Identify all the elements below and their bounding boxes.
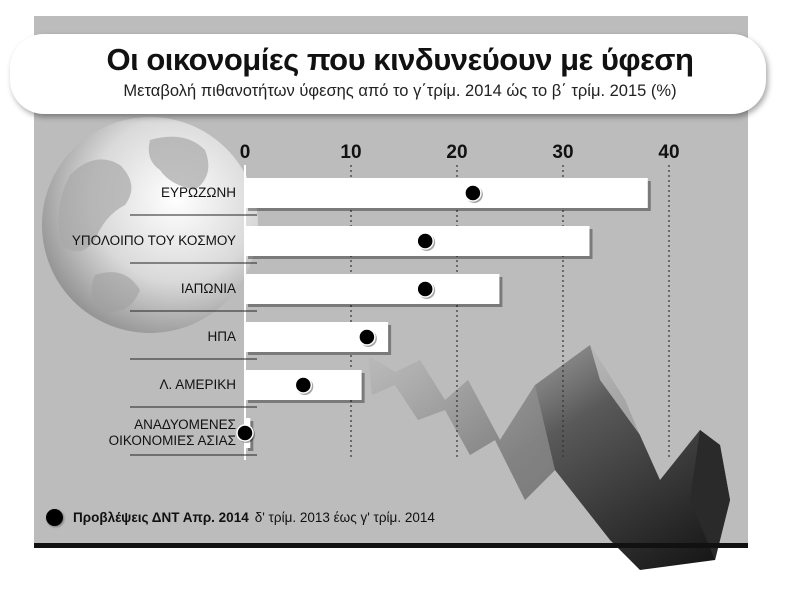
legend-bold-text: Προβλέψεις ΔΝΤ Απρ. 2014 <box>73 509 249 525</box>
bar-0 <box>245 178 648 208</box>
category-label-line: ΗΠΑ <box>207 329 236 344</box>
forecast-dot-3 <box>358 328 376 346</box>
tick-label-10: 10 <box>340 142 362 163</box>
tick-label-40: 40 <box>658 142 680 163</box>
forecast-dot-1 <box>416 232 434 250</box>
legend-period-text: δ' τρίμ. 2013 έως γ' τρίμ. 2014 <box>254 509 435 525</box>
category-label: ΑΝΑΔΥΟΜΕΝΕΣ ΟΙΚΟΝΟΜΙΕΣ ΑΣΙΑΣ <box>109 417 236 449</box>
category-label-line: Λ. ΑΜΕΡΙΚΗ <box>159 377 236 392</box>
globe-icon <box>42 117 258 333</box>
category-label: ΙΑΠΩΝΙΑ <box>181 281 236 297</box>
tick-label-0: 0 <box>239 142 251 163</box>
forecast-dot-0 <box>464 184 482 202</box>
bar-2 <box>245 274 500 304</box>
bottom-rule <box>34 543 748 548</box>
falling-arrow-icon <box>368 345 730 570</box>
category-label-line: ΙΑΠΩΝΙΑ <box>180 281 236 296</box>
chart-subtitle: Μεταβολή πιθανοτήτων ύφεσης από το γ΄τρί… <box>123 82 677 100</box>
chart-title: Οι οικονομίες που κινδυνεύουν με ύφεση <box>106 42 694 77</box>
category-label-line: ΟΙΚΟΝΟΜΙΕΣ ΑΣΙΑΣ <box>108 433 236 448</box>
category-label-line: ΑΝΑΔΥΟΜΕΝΕΣ <box>134 417 236 432</box>
forecast-dot-5 <box>236 424 254 442</box>
tick-label-30: 30 <box>552 142 574 163</box>
category-label-line: ΕΥΡΩΖΩΝΗ <box>161 185 236 200</box>
category-label: ΥΠΟΛΟΙΠΟ ΤΟΥ ΚΟΣΜΟΥ <box>72 233 236 249</box>
category-label: ΗΠΑ <box>207 329 236 345</box>
category-label-line: ΥΠΟΛΟΙΠΟ ΤΟΥ ΚΟΣΜΟΥ <box>71 233 236 248</box>
legend: Προβλέψεις ΔΝΤ Απρ. 2014 δ' τρίμ. 2013 έ… <box>46 507 435 527</box>
forecast-dot-4 <box>294 376 313 394</box>
category-label: Λ. ΑΜΕΡΙΚΗ <box>159 377 236 393</box>
legend-dot-icon <box>46 508 63 526</box>
tick-label-20: 20 <box>446 142 468 163</box>
title-box <box>10 34 766 114</box>
forecast-dot-2 <box>416 280 434 298</box>
category-label: ΕΥΡΩΖΩΝΗ <box>161 185 236 201</box>
